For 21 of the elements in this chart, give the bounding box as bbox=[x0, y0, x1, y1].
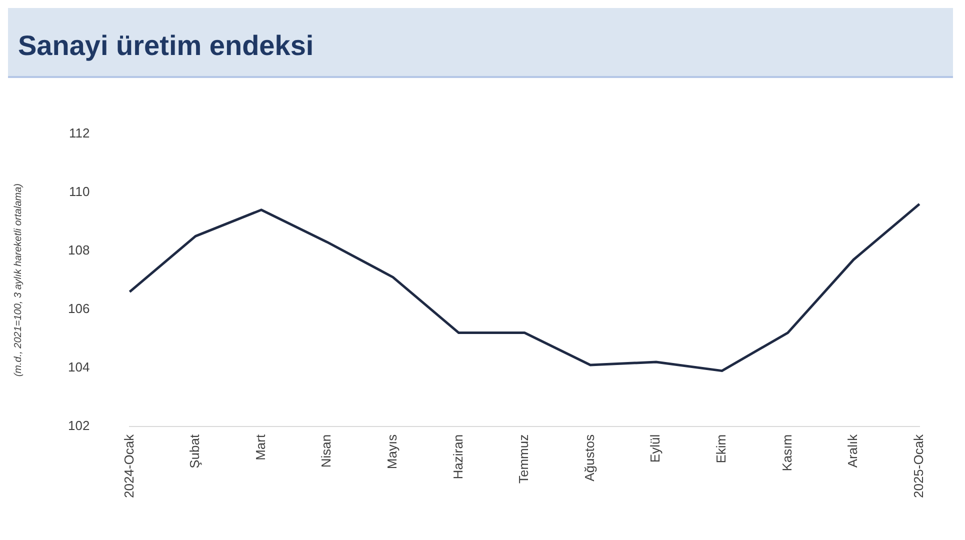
y-tick-label: 104 bbox=[68, 359, 90, 374]
x-tick-label: Mayıs bbox=[384, 434, 400, 470]
y-tick-label: 108 bbox=[68, 242, 90, 258]
y-tick-label: 110 bbox=[68, 184, 90, 199]
x-tick-label: Eylül bbox=[648, 434, 663, 463]
x-tick-label: Şubat bbox=[187, 434, 202, 468]
chart-title: Sanayi üretim endeksi bbox=[8, 8, 953, 78]
x-tick-label: Haziran bbox=[450, 434, 466, 480]
y-tick-label: 106 bbox=[68, 300, 90, 316]
x-tick-label: Ağustos bbox=[582, 434, 597, 482]
x-tick-label: 2024-Ocak bbox=[121, 434, 136, 498]
x-tick-label: Ekim bbox=[714, 434, 729, 464]
x-tick-label: 2025-Ocak bbox=[910, 434, 926, 498]
x-tick-label: Mart bbox=[252, 434, 268, 460]
x-tick-label: Kasım bbox=[779, 434, 794, 472]
y-axis-title: (m.d., 2021=100, 3 aylık hareketli ortalama) bbox=[12, 184, 24, 377]
y-tick-label: 102 bbox=[68, 418, 90, 433]
x-tick-label: Temmuz bbox=[516, 434, 532, 484]
x-tick-label: Nisan bbox=[318, 434, 334, 468]
x-tick-label: Aralık bbox=[845, 434, 860, 468]
y-tick-label: 112 bbox=[68, 125, 90, 140]
